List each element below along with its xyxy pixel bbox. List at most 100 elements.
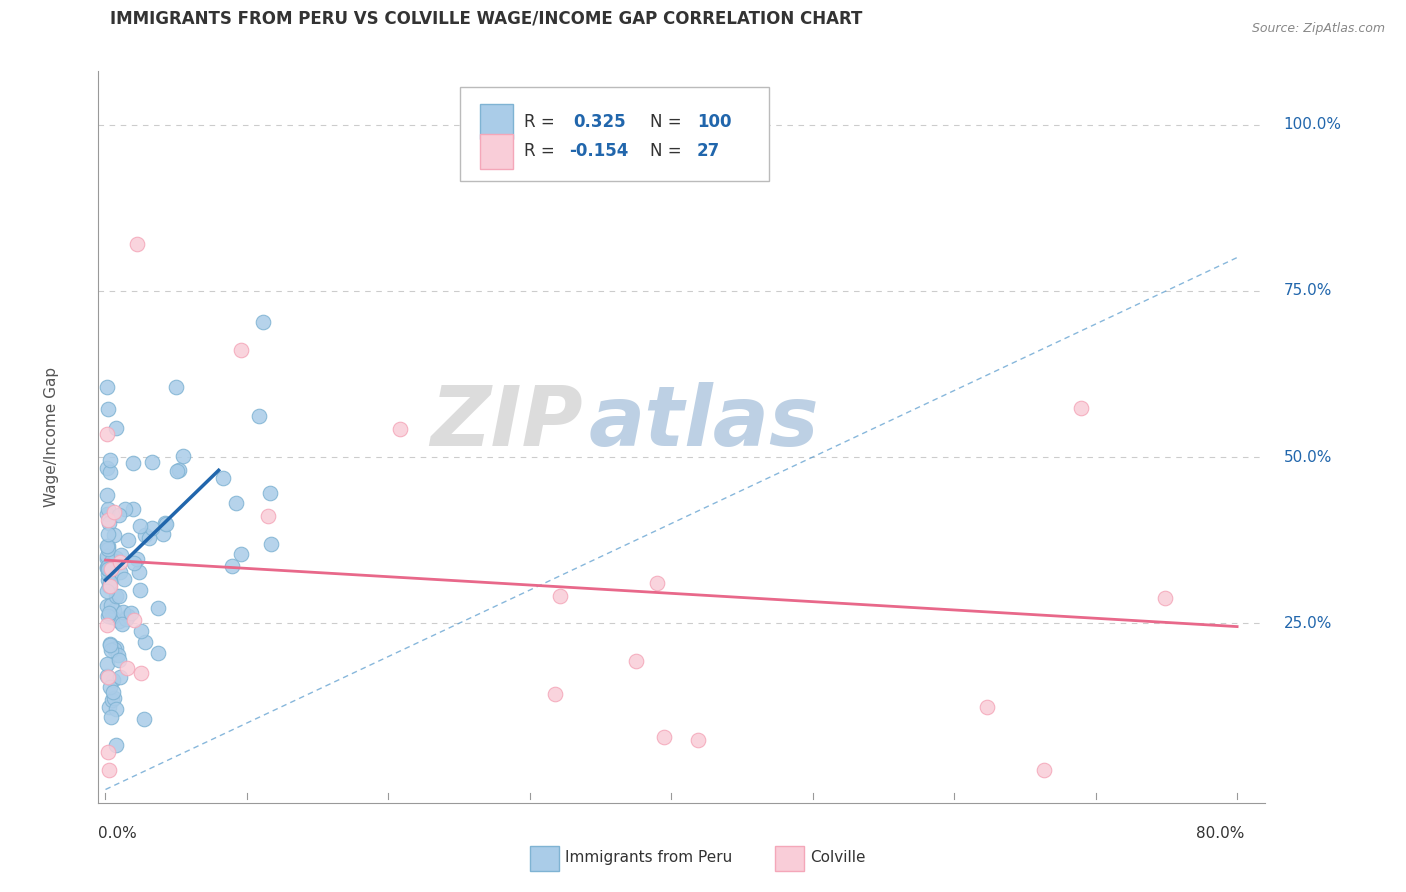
Point: [114, 611, 136, 625]
Point: [166, 464, 188, 478]
Text: atlas: atlas: [589, 382, 820, 463]
Point: [686, 733, 709, 747]
Point: [114, 502, 136, 516]
Point: [138, 531, 160, 545]
Text: N =: N =: [651, 112, 682, 131]
Point: [231, 547, 253, 561]
Point: [96, 552, 118, 566]
Point: [120, 606, 142, 620]
Point: [103, 673, 125, 687]
Point: [131, 624, 153, 639]
Point: [97, 527, 120, 541]
Point: [107, 589, 129, 603]
Point: [97, 670, 120, 684]
Point: [103, 691, 125, 706]
Point: [115, 661, 138, 675]
FancyBboxPatch shape: [460, 87, 769, 181]
Point: [129, 665, 152, 680]
Point: [104, 738, 127, 752]
Point: [252, 315, 274, 329]
Point: [1070, 401, 1092, 416]
Point: [98, 561, 121, 575]
Point: [134, 635, 156, 649]
Text: Wage/Income Gap: Wage/Income Gap: [44, 367, 59, 508]
Point: [100, 572, 122, 586]
Point: [107, 653, 129, 667]
Point: [103, 685, 125, 699]
Point: [108, 614, 131, 628]
Point: [105, 421, 128, 435]
Point: [152, 526, 174, 541]
Point: [96, 427, 118, 442]
Point: [626, 654, 648, 668]
Point: [544, 688, 567, 702]
Point: [96, 618, 118, 632]
Point: [104, 702, 127, 716]
Point: [108, 556, 131, 570]
Point: [247, 409, 270, 424]
Point: [103, 603, 125, 617]
Point: [96, 584, 118, 599]
Point: [97, 573, 120, 587]
Point: [221, 559, 243, 574]
Point: [548, 589, 571, 603]
Text: ZIP: ZIP: [430, 382, 582, 463]
Point: [101, 610, 124, 624]
Point: [96, 560, 118, 574]
Point: [645, 575, 668, 590]
Point: [97, 562, 120, 576]
Point: [225, 496, 247, 510]
Point: [98, 465, 121, 479]
Point: [104, 641, 127, 656]
Point: [98, 638, 121, 652]
Text: 0.325: 0.325: [574, 112, 626, 131]
Point: [96, 507, 118, 521]
Text: Colville: Colville: [810, 850, 866, 865]
Point: [117, 608, 139, 623]
Text: 100.0%: 100.0%: [1284, 117, 1341, 132]
Point: [96, 460, 118, 475]
Point: [97, 401, 120, 416]
Point: [98, 452, 121, 467]
Point: [1154, 591, 1177, 605]
Bar: [479, 104, 513, 139]
Point: [96, 599, 118, 614]
Point: [100, 642, 122, 657]
Point: [97, 608, 120, 623]
Point: [111, 605, 134, 619]
Text: R =: R =: [524, 142, 561, 160]
Point: [128, 565, 150, 579]
Point: [98, 699, 121, 714]
Text: -0.154: -0.154: [568, 142, 628, 160]
Point: [108, 670, 131, 684]
Point: [101, 553, 124, 567]
Point: [110, 565, 132, 579]
Point: [111, 616, 134, 631]
Point: [100, 561, 122, 575]
Point: [97, 539, 120, 553]
Point: [127, 552, 149, 566]
Point: [129, 519, 152, 533]
Point: [110, 548, 132, 562]
Point: [167, 463, 190, 477]
Point: [125, 237, 148, 252]
Point: [134, 527, 156, 541]
Point: [103, 505, 125, 519]
Point: [98, 574, 121, 589]
Point: [124, 557, 146, 571]
Bar: [530, 846, 560, 871]
Point: [96, 549, 118, 563]
Point: [229, 343, 252, 357]
Text: 0.0%: 0.0%: [98, 826, 138, 841]
Point: [103, 642, 125, 657]
Point: [146, 601, 169, 615]
Point: [122, 613, 145, 627]
Point: [165, 380, 187, 394]
Point: [101, 693, 124, 707]
Point: [96, 539, 118, 553]
Point: [97, 559, 120, 574]
Point: [155, 517, 177, 532]
Point: [141, 521, 163, 535]
Point: [97, 501, 120, 516]
Point: [105, 550, 128, 565]
